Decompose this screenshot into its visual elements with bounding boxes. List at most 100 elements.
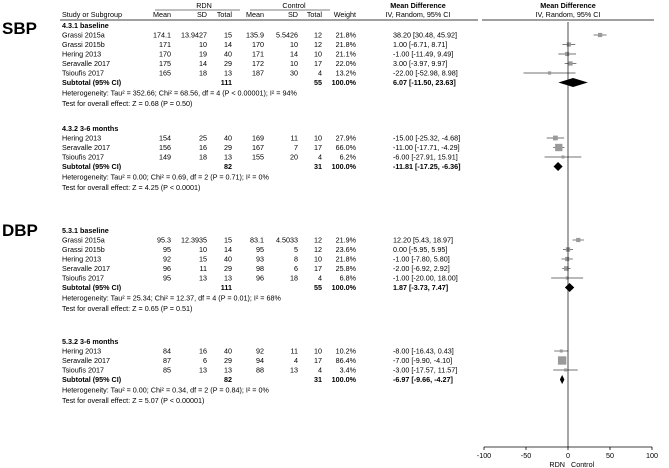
study-n1: 40 (224, 134, 232, 143)
study-sd1: 18 (199, 153, 207, 162)
study-n1: 13 (224, 366, 232, 375)
study-mean2: 187 (252, 69, 264, 78)
study-estimate-square (557, 356, 567, 365)
study-mean2: 98 (256, 264, 264, 273)
study-n1: 15 (224, 236, 232, 245)
study-ci: -1.00 [-7.80, 5.80] (393, 255, 450, 264)
study-ci: -2.00 [-6.92, 2.92] (393, 264, 450, 273)
study-sd1: 16 (199, 347, 207, 356)
subtotal-diamond (553, 162, 563, 171)
subtotal-weight: 100.0% (332, 283, 357, 292)
study-mean1: 84 (163, 347, 171, 356)
favours-left-label: RDN (549, 460, 565, 468)
study-sd2: 14 (290, 50, 298, 59)
study-sd1: 10 (199, 245, 207, 254)
study-weight: 27.9% (336, 134, 357, 143)
study-n1: 40 (224, 255, 232, 264)
study-name: Grassi 2015b (62, 245, 105, 254)
study-mean1: 175 (159, 59, 171, 68)
subtotal-weight: 100.0% (332, 78, 357, 87)
study-n1: 13 (224, 274, 232, 283)
study-name: Grassi 2015b (62, 40, 105, 49)
study-n1: 13 (224, 69, 232, 78)
study-ci: -11.00 [-17.71, -4.29] (393, 143, 460, 152)
study-mean2: 95 (256, 245, 264, 254)
subtotal-n1: 82 (224, 162, 232, 171)
x-tick-label: 0 (566, 451, 570, 460)
study-n1: 14 (224, 40, 232, 49)
study-n2: 12 (314, 245, 322, 254)
side-label-dbp: DBP (2, 221, 38, 240)
study-n2: 4 (318, 366, 322, 375)
overall-effect-text: Test for overall effect: Z = 5.07 (P < 0… (62, 396, 204, 405)
study-ci: -3.00 [-17.57, 11.57] (393, 366, 457, 375)
subtotal-weight: 100.0% (332, 375, 357, 384)
subtotal-n2: 55 (314, 78, 322, 87)
study-sd2: 11 (291, 134, 298, 143)
overall-effect-text: Test for overall effect: Z = 4.25 (P < 0… (62, 183, 200, 192)
study-name: Seravalle 2017 (62, 264, 110, 273)
study-n2: 10 (314, 50, 322, 59)
study-sd1: 14 (199, 59, 207, 68)
subgroup-title: 4.3.1 baseline (62, 21, 109, 30)
study-n2: 10 (314, 134, 322, 143)
study-mean1: 95.3 (157, 236, 171, 245)
study-name: Tsioufis 2017 (62, 366, 104, 375)
study-sd2: 10 (290, 59, 298, 68)
study-estimate-square (564, 266, 569, 271)
study-n2: 10 (314, 347, 322, 356)
study-name: Seravalle 2017 (62, 59, 110, 68)
x-tick-label: -50 (521, 451, 531, 460)
study-ci: -15.00 [-25.32, -4.68] (393, 134, 460, 143)
study-mean1: 170 (159, 50, 171, 59)
study-mean2: 88 (256, 366, 264, 375)
study-mean1: 96 (163, 264, 171, 273)
study-n2: 17 (314, 264, 322, 273)
subtotal-diamond (564, 283, 575, 292)
study-mean1: 92 (163, 255, 171, 264)
study-estimate-square (555, 143, 563, 152)
heterogeneity-text: Heterogeneity: Tau² = 25.34; Chi² = 12.3… (62, 294, 281, 303)
study-mean1: 95 (163, 245, 171, 254)
heterogeneity-text: Heterogeneity: Tau² = 0.00; Chi² = 0.34,… (62, 386, 270, 395)
study-n1: 13 (224, 153, 232, 162)
study-sd1: 10 (199, 40, 207, 49)
study-sd2: 10 (290, 40, 298, 49)
study-n1: 29 (224, 264, 232, 273)
subtotal-n1: 82 (224, 375, 232, 384)
subgroup-title: 5.3.1 baseline (62, 226, 109, 235)
header-md-sub: IV, Random, 95% CI (386, 10, 451, 19)
study-weight: 21.8% (336, 40, 357, 49)
subtotal-label: Subtotal (95% CI) (62, 283, 122, 292)
subtotal-ci: 6.07 [-11.50, 23.63] (393, 78, 456, 87)
study-n1: 29 (224, 143, 232, 152)
subgroup-title: 4.3.2 3-6 months (62, 124, 118, 133)
study-sd2: 6 (294, 264, 298, 273)
study-mean1: 154 (159, 134, 171, 143)
heterogeneity-text: Heterogeneity: Tau² = 352.66; Chi² = 68.… (62, 89, 297, 98)
study-name: Hering 2013 (62, 347, 101, 356)
study-mean2: 169 (252, 134, 264, 143)
study-n2: 4 (318, 153, 322, 162)
study-ci: -6.00 [-27.91, 15.91] (393, 153, 458, 162)
header-sd1: SD (197, 10, 207, 19)
study-n2: 12 (314, 236, 322, 245)
header-group2: Control (282, 1, 306, 10)
header-md-title: Mean Difference (390, 1, 446, 10)
subtotal-label: Subtotal (95% CI) (62, 78, 122, 87)
study-name: Tsioufis 2017 (62, 274, 104, 283)
study-name: Tsioufis 2017 (62, 69, 104, 78)
study-ci: 1.00 [-6.71, 8.71] (393, 40, 447, 49)
study-n1: 29 (224, 59, 232, 68)
x-tick-label: 50 (606, 451, 614, 460)
study-n2: 17 (314, 143, 322, 152)
study-estimate-square (565, 256, 570, 262)
study-sd1: 19 (199, 50, 207, 59)
study-mean1: 87 (163, 356, 171, 365)
study-mean2: 92 (256, 347, 264, 356)
study-mean1: 95 (163, 274, 171, 283)
subtotal-weight: 100.0% (332, 162, 357, 171)
study-weight: 21.8% (336, 255, 357, 264)
subtotal-label: Subtotal (95% CI) (62, 162, 122, 171)
study-mean2: 170 (252, 40, 264, 49)
